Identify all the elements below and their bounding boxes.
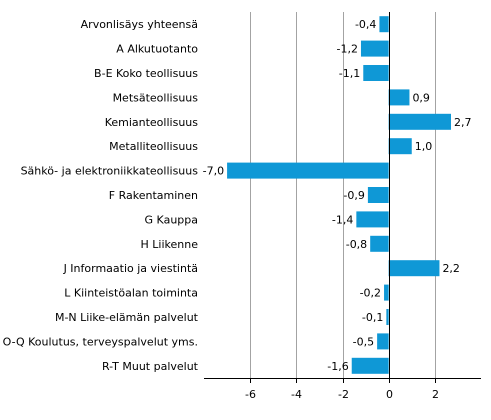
value-label: 2,7 <box>454 116 472 129</box>
category-label: Arvonlisäys yhteensä <box>81 18 198 31</box>
value-label: -0,2 <box>360 287 381 300</box>
category-label: M-N Liike-elämän palvelut <box>55 311 199 324</box>
category-label: Metalliteollisuus <box>109 140 198 153</box>
bar-9 <box>370 235 389 252</box>
axes <box>204 12 481 383</box>
bar-2 <box>363 65 389 81</box>
value-label: -0,8 <box>346 238 367 251</box>
x-tick-label: 0 <box>386 388 393 401</box>
value-label: 2,2 <box>442 262 460 275</box>
bar-12 <box>386 309 389 325</box>
category-label: L Kiinteistöalan toiminta <box>64 287 198 300</box>
value-label: -1,4 <box>332 213 353 226</box>
x-tick-label: 2 <box>432 388 439 401</box>
bar-10 <box>388 260 440 277</box>
value-label: 1,0 <box>415 140 433 153</box>
category-label: Metsäteollisuus <box>113 91 199 104</box>
bar-8 <box>356 211 389 228</box>
value-label: -7,0 <box>203 165 224 178</box>
category-label: B-E Koko teollisuus <box>94 67 198 80</box>
value-label: -1,2 <box>336 43 357 56</box>
x-tick-label: -2 <box>338 388 349 401</box>
category-label: O-Q Koulutus, terveyspalvelut yms. <box>3 335 198 348</box>
value-label: -0,5 <box>353 335 374 348</box>
bar-6 <box>227 162 389 179</box>
bar-0 <box>379 16 389 33</box>
bar-13 <box>377 333 389 350</box>
bar-11 <box>384 284 389 301</box>
bar-7 <box>367 187 389 203</box>
bar-4 <box>388 113 451 130</box>
x-tick-label: -4 <box>291 388 302 401</box>
category-label: H Liikenne <box>141 238 199 251</box>
category-label: R-T Muut palvelut <box>102 360 199 373</box>
value-label: -0,1 <box>362 311 383 324</box>
bar-5 <box>388 138 412 155</box>
bar-3 <box>388 89 410 106</box>
labels: Arvonlisäys yhteensä -0,4 A Alkutuotanto -1… <box>3 18 472 401</box>
category-label: A Alkutuotanto <box>116 43 198 56</box>
value-label: -1,1 <box>339 67 360 80</box>
value-label: 0,9 <box>412 91 430 104</box>
category-label: J Informaatio ja viestintä <box>63 262 198 275</box>
bars <box>227 16 451 374</box>
value-label: -0,9 <box>343 189 364 202</box>
gridlines <box>250 12 436 378</box>
category-label: Kemianteollisuus <box>105 116 199 129</box>
category-label: Sähkö- ja elektroniikkateollisuus <box>21 165 199 178</box>
bar-14 <box>351 357 389 374</box>
value-label: -0,4 <box>355 18 376 31</box>
x-tick-label: -6 <box>245 388 256 401</box>
category-label: F Rakentaminen <box>109 189 198 202</box>
value-label: -1,6 <box>327 360 348 373</box>
bar-1 <box>360 40 389 57</box>
category-label: G Kauppa <box>145 213 198 226</box>
